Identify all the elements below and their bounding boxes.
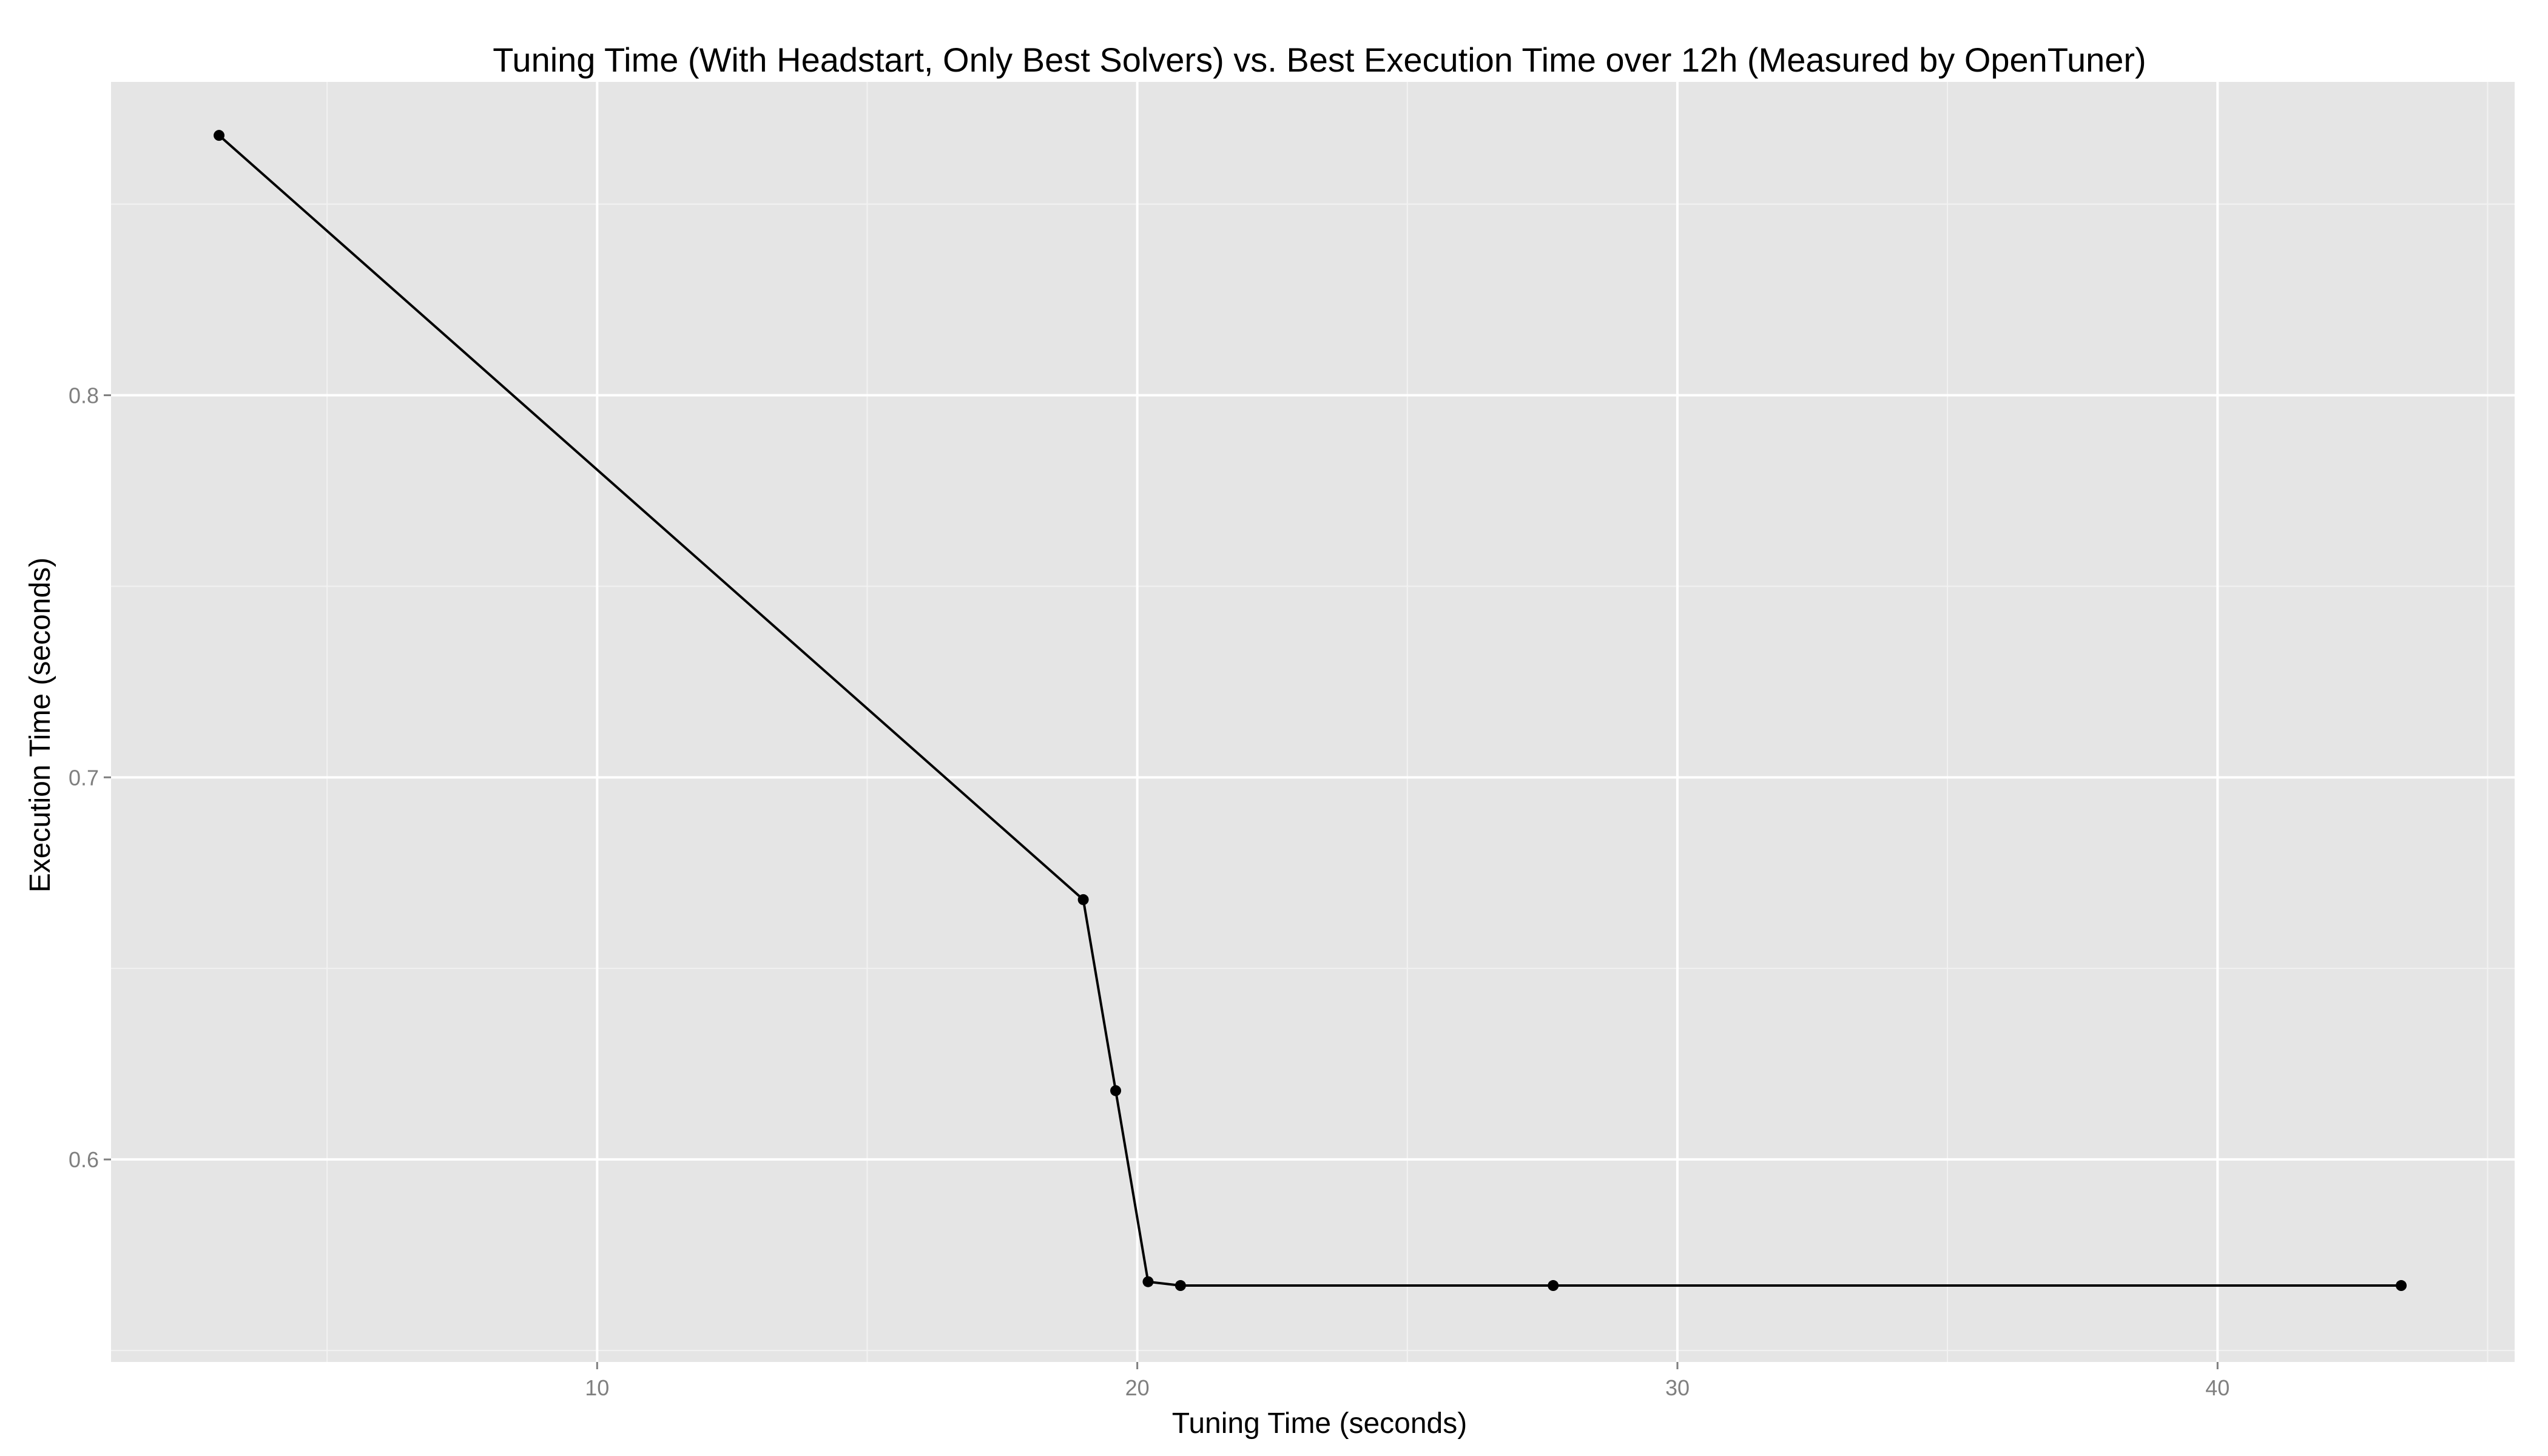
x-tick-label: 20 (1125, 1375, 1150, 1400)
data-point (1077, 894, 1089, 905)
y-tick-label: 0.6 (69, 1147, 99, 1172)
x-tick-label: 10 (585, 1375, 609, 1400)
data-point (1175, 1280, 1186, 1292)
y-axis-label: Execution Time (seconds) (24, 558, 56, 892)
data-point (214, 130, 225, 141)
x-axis-ticks: 10 20 30 40 (585, 1362, 2230, 1400)
plot-panel (111, 82, 2515, 1362)
data-point (1548, 1280, 1559, 1292)
x-axis-label: Tuning Time (seconds) (1172, 1407, 1467, 1440)
y-tick-label: 0.8 (69, 383, 99, 408)
data-point (1142, 1276, 1154, 1287)
x-tick-label: 30 (1665, 1375, 1690, 1400)
chart-title: Tuning Time (With Headstart, Only Best S… (493, 41, 2146, 79)
y-tick-label: 0.7 (69, 765, 99, 790)
data-point (2396, 1280, 2407, 1292)
data-points (214, 130, 2407, 1292)
minor-gridlines (111, 82, 2515, 1362)
data-point (1110, 1085, 1122, 1096)
y-axis-ticks: 0.6 0.7 0.8 (69, 383, 111, 1172)
x-tick-label: 40 (2205, 1375, 2230, 1400)
